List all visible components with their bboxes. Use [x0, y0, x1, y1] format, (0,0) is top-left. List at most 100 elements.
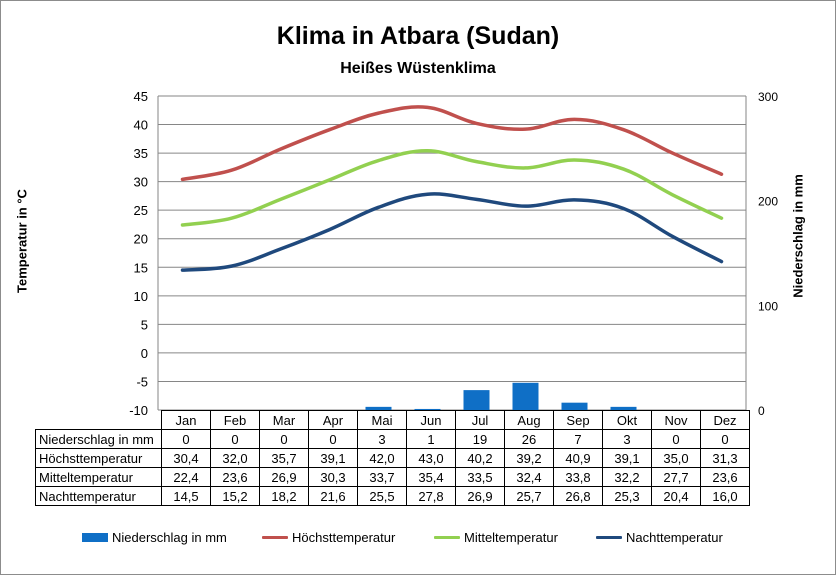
y-tick-label: 5 — [141, 317, 148, 332]
table-cell: 42,0 — [357, 448, 407, 468]
precipitation-bar — [512, 382, 539, 410]
legend-item: Mitteltemperatur — [434, 530, 558, 545]
legend-label: Niederschlag in mm — [112, 530, 227, 545]
table-cell: 26,9 — [455, 486, 505, 506]
table-cell: 32,2 — [602, 467, 652, 487]
table-cell: 0 — [259, 429, 309, 449]
x-tick-label: Feb — [210, 410, 260, 430]
y-tick-label: 10 — [134, 289, 148, 304]
legend: Niederschlag in mm Höchsttemperatur Mittel… — [0, 530, 836, 550]
data-table: Jan Feb Mar Apr Mai Jun Jul Aug Sep Okt Nov Dez Nied… — [35, 410, 750, 506]
table-cell: 25,3 — [602, 486, 652, 506]
table-cell: 0 — [651, 429, 701, 449]
table-row-label: Mitteltemperatur — [35, 467, 162, 487]
mean-temp-line — [180, 149, 724, 227]
table-cell: 32,4 — [504, 467, 554, 487]
table-row-label: Nachttemperatur — [35, 486, 162, 506]
table-cell: 33,7 — [357, 467, 407, 487]
y-tick-label: 0 — [141, 346, 148, 361]
table-cell: 0 — [161, 429, 211, 449]
table-cell: 0 — [308, 429, 358, 449]
legend-swatch — [82, 533, 108, 542]
x-tick-label: Jun — [406, 410, 456, 430]
table-row: Nachttemperatur 14,5 15,2 18,2 21,6 25,5 27,8 2… — [35, 486, 750, 506]
table-cell: 35,0 — [651, 448, 701, 468]
x-tick-label: Nov — [651, 410, 701, 430]
table-cell: 43,0 — [406, 448, 456, 468]
y-tick-label: 40 — [134, 118, 148, 133]
x-tick-label: Aug — [504, 410, 554, 430]
legend-item: Nachttemperatur — [596, 530, 723, 545]
y-right-tick-label: 0 — [758, 404, 765, 418]
legend-swatch — [596, 536, 622, 539]
x-tick-label: Jan — [161, 410, 211, 430]
table-cell: 21,6 — [308, 486, 358, 506]
table-cell: 0 — [210, 429, 260, 449]
legend-label: Nachttemperatur — [626, 530, 723, 545]
table-cell: 26,9 — [259, 467, 309, 487]
x-tick-label: Okt — [602, 410, 652, 430]
table-cell: 20,4 — [651, 486, 701, 506]
y-tick-label: -5 — [136, 374, 148, 389]
table-cell: 19 — [455, 429, 505, 449]
table-cell: 23,6 — [210, 467, 260, 487]
table-cell: 39,1 — [602, 448, 652, 468]
precipitation-bar — [463, 390, 490, 410]
chart-title: Klima in Atbara (Sudan) — [276, 22, 560, 50]
table-cell: 0 — [700, 429, 750, 449]
table-row-label: Niederschlag in mm — [35, 429, 162, 449]
table-row: Höchsttemperatur 30,4 32,0 35,7 39,1 42,0 43,0… — [35, 448, 750, 468]
y-right-tick-label: 100 — [758, 299, 778, 313]
night-temp-line — [180, 192, 724, 272]
table-cell: 3 — [602, 429, 652, 449]
y-tick-label: 45 — [134, 89, 148, 104]
table-cell: 1 — [406, 429, 456, 449]
table-row-label: Höchsttemperatur — [35, 448, 162, 468]
table-cell: 40,9 — [553, 448, 603, 468]
table-cell: 27,8 — [406, 486, 456, 506]
precipitation-bar — [610, 406, 637, 410]
table-cell: 27,7 — [651, 467, 701, 487]
table-cell: 7 — [553, 429, 603, 449]
table-cell: 39,1 — [308, 448, 358, 468]
x-tick-label: Sep — [553, 410, 603, 430]
chart-subtitle: Heißes Wüstenklima — [340, 60, 496, 77]
y-tick-label: 25 — [134, 203, 148, 218]
table-cell: 30,4 — [161, 448, 211, 468]
table-cell: 30,3 — [308, 467, 358, 487]
table-cell: 15,2 — [210, 486, 260, 506]
table-cell: 32,0 — [210, 448, 260, 468]
table-cell: 16,0 — [700, 486, 750, 506]
table-cell: 14,5 — [161, 486, 211, 506]
x-tick-label: Mai — [357, 410, 407, 430]
y-right-tick-label: 200 — [758, 195, 778, 209]
x-tick-label: Apr — [308, 410, 358, 430]
y-tick-label: 30 — [134, 175, 148, 190]
table-cell: 25,7 — [504, 486, 554, 506]
precipitation-bar — [561, 402, 588, 410]
table-cell: 35,4 — [406, 467, 456, 487]
x-tick-label: Mar — [259, 410, 309, 430]
table-corner — [35, 410, 162, 430]
legend-label: Höchsttemperatur — [292, 530, 396, 545]
table-row: Mitteltemperatur 22,4 23,6 26,9 30,3 33,7 35,4… — [35, 467, 750, 487]
legend-item: Höchsttemperatur — [262, 530, 395, 545]
table-cell: 26,8 — [553, 486, 603, 506]
legend-item: Niederschlag in mm — [82, 530, 227, 545]
y-tick-label: 15 — [134, 260, 148, 275]
table-cell: 18,2 — [259, 486, 309, 506]
y-tick-label: 20 — [134, 232, 148, 247]
x-tick-label: Dez — [700, 410, 750, 430]
table-cell: 39,2 — [504, 448, 554, 468]
table-cell: 31,3 — [700, 448, 750, 468]
table-cell: 26 — [504, 429, 554, 449]
table-cell: 3 — [357, 429, 407, 449]
precipitation-bar — [414, 408, 441, 410]
precipitation-bar — [365, 406, 392, 410]
table-cell: 25,5 — [357, 486, 407, 506]
legend-swatch — [262, 536, 288, 539]
table-cell: 33,8 — [553, 467, 603, 487]
table-cell: 22,4 — [161, 467, 211, 487]
table-row: Niederschlag in mm 0 0 0 0 3 1 19 26 7 3 0 0 — [35, 429, 750, 449]
